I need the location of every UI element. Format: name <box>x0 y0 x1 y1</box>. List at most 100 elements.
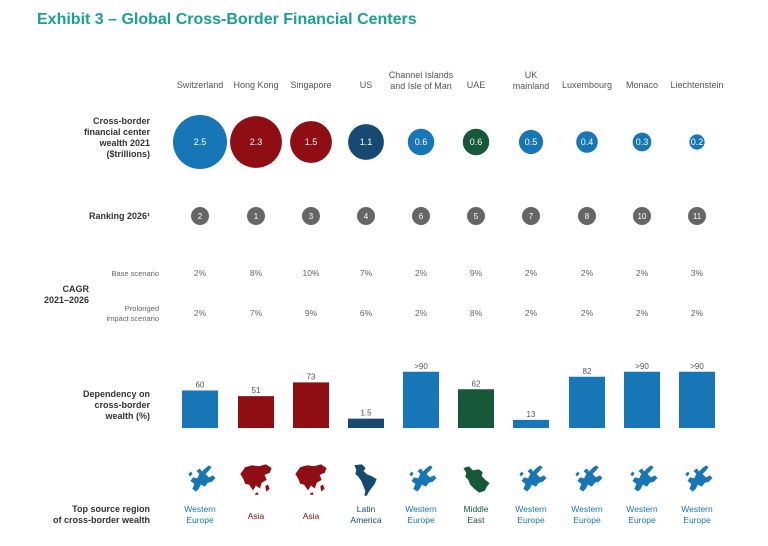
dependency-label: 51 <box>252 386 261 395</box>
dependency-bar <box>458 389 494 428</box>
wealth-value: 0.2 <box>691 137 704 147</box>
row-label-wealth: wealth 2021 <box>98 138 150 148</box>
asia-map-icon-shape <box>239 463 273 496</box>
cagr-base-value: 8% <box>250 268 263 278</box>
wealth-bubble <box>518 129 544 155</box>
dependency-label: >90 <box>414 362 428 371</box>
row-label-dependency: wealth (%) <box>104 411 150 421</box>
row-label-source-region: of cross-border wealth <box>53 515 150 525</box>
wealth-value: 0.3 <box>636 137 649 147</box>
asia-map-icon-shape <box>294 463 328 496</box>
row-label-source-region: Top source region <box>72 504 150 514</box>
row-label-cagr: 2021–2026 <box>44 295 89 305</box>
row-label-wealth: Cross-border <box>93 116 151 126</box>
center-name: Hong Kong <box>233 80 278 90</box>
dependency-bar <box>569 376 605 428</box>
row-label-prolonged-scenario: Prolonged <box>125 304 159 313</box>
wealth-bubble <box>290 121 332 163</box>
rank-badge <box>412 207 430 225</box>
row-label-dependency: cross-border <box>94 400 150 410</box>
dependency-bar <box>238 396 274 429</box>
wealth-value: 0.6 <box>470 137 483 147</box>
dependency-bar <box>182 390 218 428</box>
dependency-label: >90 <box>690 362 704 371</box>
rank-value: 7 <box>529 212 534 221</box>
wealth-bubble <box>576 131 598 153</box>
dependency-label: 1.5 <box>360 409 372 418</box>
dependency-bar <box>679 371 715 428</box>
cagr-base-value: 9% <box>470 268 483 278</box>
region-label: Western <box>515 504 547 514</box>
center-name: Luxembourg <box>562 80 612 90</box>
region-label: East <box>467 515 485 525</box>
wealth-bubble <box>407 128 435 156</box>
europe-map-icon-shape <box>408 464 438 493</box>
wealth-value: 2.3 <box>250 137 263 147</box>
cagr-base-value: 2% <box>415 268 428 278</box>
europe-map-icon <box>408 464 438 493</box>
wealth-bubble <box>230 116 282 168</box>
row-label-wealth: financial center <box>84 127 151 137</box>
wealth-value: 1.1 <box>360 137 373 147</box>
center-name: Liechtenstein <box>670 80 723 90</box>
europe-map-icon <box>518 464 548 493</box>
rank-badge <box>302 207 320 225</box>
dependency-label: 73 <box>307 372 316 381</box>
europe-map-icon <box>684 464 714 493</box>
cagr-base-value: 2% <box>194 268 207 278</box>
europe-map-icon-shape <box>684 464 714 493</box>
cagr-prolonged-value: 2% <box>636 308 649 318</box>
cagr-prolonged-value: 2% <box>581 308 594 318</box>
latin-america-map-icon-shape <box>353 463 378 497</box>
dependency-label: 62 <box>472 379 481 388</box>
wealth-bubble <box>348 124 384 160</box>
europe-map-icon-shape <box>518 464 548 493</box>
cagr-base-value: 7% <box>360 268 373 278</box>
dependency-label: 60 <box>196 381 205 390</box>
row-label-prolonged-scenario: impact scenario <box>106 314 159 323</box>
wealth-value: 2.5 <box>194 137 207 147</box>
region-label: Latin <box>357 504 376 514</box>
rank-value: 4 <box>364 212 369 221</box>
middle-east-map-icon-shape <box>462 465 491 494</box>
rank-value: 8 <box>585 212 590 221</box>
rank-value: 10 <box>638 212 647 221</box>
rank-badge <box>467 207 485 225</box>
rank-value: 3 <box>309 212 314 221</box>
region-label: Europe <box>407 515 435 525</box>
region-label: Europe <box>683 515 711 525</box>
cagr-base-value: 2% <box>581 268 594 278</box>
row-label-base-scenario: Base scenario <box>111 269 159 278</box>
europe-map-icon <box>629 464 659 493</box>
center-name: mainland <box>513 81 550 91</box>
rank-badge <box>633 207 651 225</box>
europe-map-icon-shape <box>574 464 604 493</box>
wealth-value: 0.4 <box>581 137 594 147</box>
center-name: Monaco <box>626 80 658 90</box>
wealth-bubble <box>632 132 652 152</box>
region-label: America <box>350 515 381 525</box>
europe-map-icon <box>187 464 217 493</box>
dependency-bar <box>403 371 439 428</box>
region-label: Western <box>405 504 437 514</box>
asia-map-icon <box>294 463 328 496</box>
europe-map-icon-shape <box>629 464 659 493</box>
region-label: Western <box>681 504 713 514</box>
row-label-wealth: ($trillions) <box>106 149 150 159</box>
region-label: Asia <box>303 511 320 521</box>
wealth-value: 1.5 <box>305 137 318 147</box>
rank-badge <box>247 207 265 225</box>
europe-map-icon <box>574 464 604 493</box>
dependency-label: 13 <box>527 410 536 419</box>
center-name: and Isle of Man <box>390 81 452 91</box>
center-name: US <box>360 80 373 90</box>
dependency-bar <box>513 419 549 429</box>
cagr-prolonged-value: 2% <box>194 308 207 318</box>
rank-value: 5 <box>474 212 479 221</box>
asia-map-icon <box>239 463 273 496</box>
cagr-base-value: 2% <box>525 268 538 278</box>
cagr-prolonged-value: 2% <box>525 308 538 318</box>
rank-value: 11 <box>693 212 702 221</box>
region-label: Europe <box>573 515 601 525</box>
